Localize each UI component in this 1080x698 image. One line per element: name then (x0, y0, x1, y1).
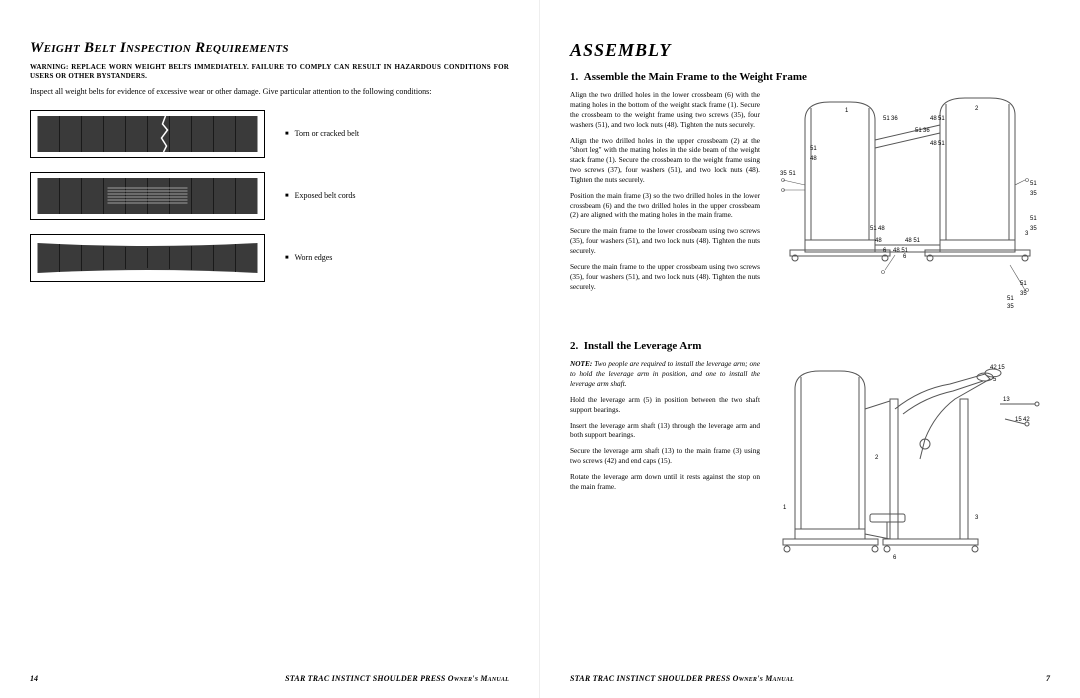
svg-text:35: 35 (1007, 304, 1014, 310)
intro-text: Inspect all weight belts for evidence of… (30, 87, 509, 97)
svg-text:5: 5 (993, 377, 997, 383)
svg-text:48: 48 (930, 141, 937, 147)
right-footer: STAR TRAC INSTINCT SHOULDER PRESS Owner'… (570, 674, 1050, 683)
svg-text:51: 51 (1030, 181, 1037, 187)
svg-text:1: 1 (845, 108, 849, 114)
left-page: Weight Belt Inspection Requirements WARN… (0, 0, 540, 698)
svg-text:51: 51 (1020, 281, 1027, 287)
svg-text:48: 48 (875, 238, 882, 244)
left-footer-title: STAR TRAC INSTINCT SHOULDER PRESS Owner'… (285, 674, 509, 683)
right-page: ASSEMBLY 1. Assemble the Main Frame to t… (540, 0, 1080, 698)
step2-p1: Hold the leverage arm (5) in position be… (570, 395, 760, 415)
svg-text:51: 51 (883, 116, 890, 122)
step2-p2: Insert the leverage arm shaft (13) throu… (570, 421, 760, 441)
step1-p4: Secure the main frame to the lower cross… (570, 226, 760, 256)
svg-text:15: 15 (1015, 417, 1022, 423)
frame-assembly-diagram: 12 36 3551 4851 5136 5136 4851 4851 5135… (775, 90, 1045, 320)
svg-text:51: 51 (938, 116, 945, 122)
step2-heading: 2. Install the Leverage Arm (570, 340, 1050, 353)
svg-text:51: 51 (1030, 216, 1037, 222)
svg-text:48 51: 48 51 (905, 238, 921, 244)
belt-illustration-torn (30, 110, 265, 158)
step1-p1: Align the two drilled holes in the lower… (570, 90, 760, 129)
svg-text:51: 51 (938, 141, 945, 147)
svg-text:36: 36 (891, 116, 898, 122)
svg-text:6: 6 (903, 254, 907, 260)
belt-label-cords: Exposed belt cords (285, 191, 356, 200)
svg-text:51: 51 (789, 171, 796, 177)
svg-text:51: 51 (870, 226, 877, 232)
svg-text:6: 6 (893, 555, 897, 561)
step2-p3: Secure the leverage arm shaft (13) to th… (570, 446, 760, 466)
svg-text:35: 35 (1030, 226, 1037, 232)
belt-label-worn: Worn edges (285, 253, 332, 262)
svg-text:42: 42 (990, 365, 997, 371)
svg-text:48: 48 (878, 226, 885, 232)
step1-p2: Align the two drilled holes in the upper… (570, 136, 760, 185)
svg-text:1: 1 (783, 505, 787, 511)
svg-text:6: 6 (883, 248, 887, 254)
svg-text:48: 48 (930, 116, 937, 122)
svg-text:15: 15 (998, 365, 1005, 371)
svg-text:48 51: 48 51 (893, 248, 909, 254)
belt-label-torn: Torn or cracked belt (285, 129, 359, 138)
svg-text:35: 35 (1020, 291, 1027, 297)
svg-text:2: 2 (875, 455, 879, 461)
svg-text:42: 42 (1023, 417, 1030, 423)
svg-text:35: 35 (780, 171, 787, 177)
belt-illustration-worn (30, 234, 265, 282)
belt-illustration-cords (30, 172, 265, 220)
svg-text:2: 2 (975, 106, 979, 112)
step1-p5: Secure the main frame to the upper cross… (570, 262, 760, 292)
step2-text: NOTE: Two people are required to install… (570, 359, 770, 579)
step1-p3: Position the main frame (3) so the two d… (570, 191, 760, 221)
step1-title: Assemble the Main Frame to the Weight Fr… (584, 71, 807, 83)
step2-note: NOTE: Two people are required to install… (570, 359, 760, 389)
belt-row-torn: Torn or cracked belt (30, 110, 509, 158)
warning-text: WARNING: REPLACE WORN WEIGHT BELTS IMMED… (30, 63, 509, 81)
right-footer-title: STAR TRAC INSTINCT SHOULDER PRESS Owner'… (570, 674, 794, 683)
svg-text:48: 48 (810, 156, 817, 162)
assembly-title: ASSEMBLY (570, 40, 1050, 61)
belt-row-cords: Exposed belt cords (30, 172, 509, 220)
step1-container: Align the two drilled holes in the lower… (570, 90, 1050, 320)
svg-text:35: 35 (1030, 191, 1037, 197)
svg-text:36: 36 (923, 128, 930, 134)
svg-text:51: 51 (1007, 296, 1014, 302)
step1-heading: 1. Assemble the Main Frame to the Weight… (570, 71, 1050, 84)
step2-diagram: 12 35 613 4215 1542 (770, 359, 1050, 579)
step2-container: NOTE: Two people are required to install… (570, 359, 1050, 579)
left-section-title: Weight Belt Inspection Requirements (30, 40, 509, 57)
step2-p4: Rotate the leverage arm down until it re… (570, 472, 760, 492)
step1-num: 1. (570, 71, 578, 83)
belt-row-worn: Worn edges (30, 234, 509, 282)
svg-text:3: 3 (975, 515, 979, 521)
svg-text:51: 51 (915, 128, 922, 134)
svg-text:13: 13 (1003, 397, 1010, 403)
right-page-number: 7 (1046, 674, 1050, 683)
step2-title: Install the Leverage Arm (584, 340, 702, 352)
left-footer: 14 STAR TRAC INSTINCT SHOULDER PRESS Own… (30, 674, 509, 683)
svg-text:51: 51 (810, 146, 817, 152)
leverage-arm-diagram: 12 35 613 4215 1542 (775, 359, 1045, 579)
step1-diagram: 12 36 3551 4851 5136 5136 4851 4851 5135… (770, 90, 1050, 320)
step2-num: 2. (570, 340, 578, 352)
left-page-number: 14 (30, 674, 38, 683)
svg-text:3: 3 (1025, 231, 1029, 237)
step1-text: Align the two drilled holes in the lower… (570, 90, 770, 320)
